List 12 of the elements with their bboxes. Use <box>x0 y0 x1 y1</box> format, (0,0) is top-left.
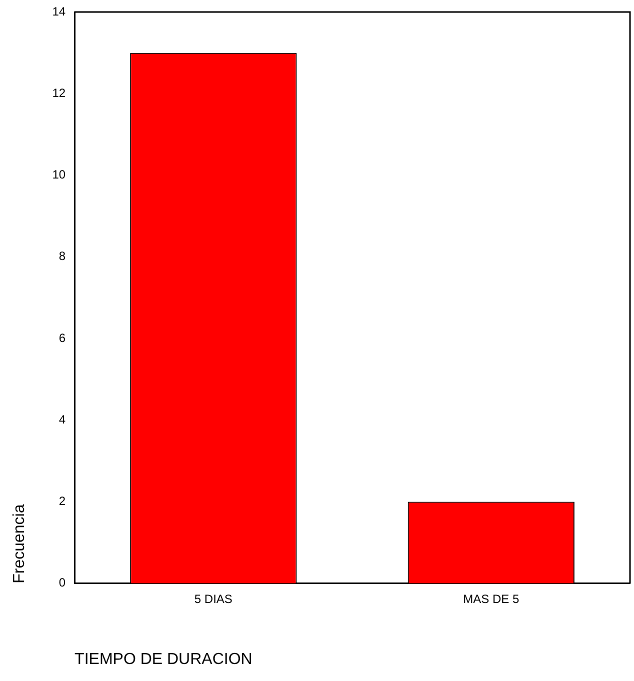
x-axis-title: TIEMPO DE DURACION <box>74 650 252 668</box>
y-tick-label: 4 <box>58 412 66 426</box>
y-tick-label: 14 <box>52 4 66 18</box>
y-tick-label: 10 <box>52 168 66 182</box>
x-tick-label: 5 DIAS <box>194 592 232 606</box>
x-tick-label: MAS DE 5 <box>463 592 520 606</box>
y-axis-title: Frecuencia <box>11 504 28 584</box>
y-tick-label: 8 <box>58 249 66 264</box>
y-tick-label: 12 <box>52 86 66 100</box>
y-tick-label: 6 <box>58 330 66 345</box>
y-tick-label: 2 <box>58 494 66 508</box>
y-tick-label: 0 <box>58 576 66 590</box>
